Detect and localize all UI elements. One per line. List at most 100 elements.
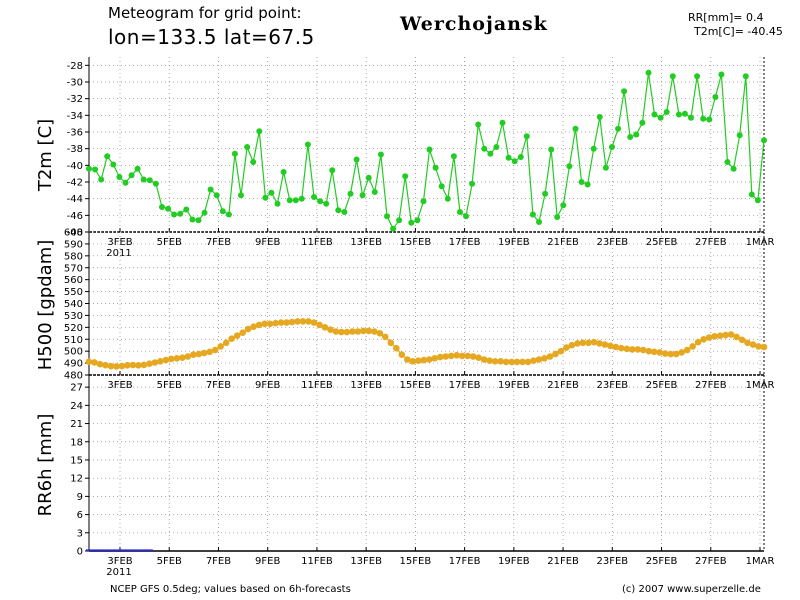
data-source-note: NCEP GFS 0.5deg; values based on 6h-fore… xyxy=(110,584,351,595)
t2m-point xyxy=(639,119,646,126)
t2m-point xyxy=(134,165,141,172)
t2m-point xyxy=(244,144,251,150)
x-tick-label: 27FEB xyxy=(695,556,727,567)
h500-point xyxy=(755,343,762,350)
h500-point xyxy=(310,319,318,326)
h500-point xyxy=(332,328,340,335)
t2m-point xyxy=(341,209,348,215)
y-tick-label: 24 xyxy=(70,401,83,412)
h500-point xyxy=(442,353,450,360)
h500-point xyxy=(91,359,98,366)
t2m-point xyxy=(463,213,469,220)
h500-point xyxy=(228,335,235,343)
rr6h-bar xyxy=(98,549,105,551)
t2m-point xyxy=(609,144,615,150)
h500-point xyxy=(618,344,625,352)
h500-point xyxy=(124,362,131,369)
y-tick-label: 15 xyxy=(70,455,83,466)
y-tick-label: 500 xyxy=(64,347,83,358)
h500-point xyxy=(508,358,515,366)
t2m-point xyxy=(754,197,761,204)
x-tick-label: 11FEB xyxy=(301,237,333,248)
t2m-point xyxy=(98,176,105,183)
h500-point xyxy=(244,325,252,333)
h500-point xyxy=(744,339,751,347)
h500-point xyxy=(266,320,274,328)
t2m-point xyxy=(311,194,317,200)
t2m-point xyxy=(280,169,287,175)
x-tick-label: 11FEB xyxy=(301,556,333,567)
t2m-point xyxy=(86,165,92,172)
t2m-point xyxy=(645,69,652,76)
t2m-point xyxy=(159,204,165,210)
t2m-point xyxy=(390,225,397,232)
x-tick-label: 1MAR xyxy=(746,237,775,248)
t2m-point xyxy=(475,121,482,128)
t2m-point xyxy=(706,116,713,123)
t2m-point xyxy=(402,173,409,180)
x-year-label: 2011 xyxy=(106,248,131,259)
t2m-point xyxy=(110,161,117,168)
x-tick-label: 27FEB xyxy=(695,237,727,248)
t2m-point xyxy=(92,166,99,173)
y-tick-label: 21 xyxy=(70,419,83,430)
t2m-point xyxy=(219,208,226,215)
t2m-point xyxy=(529,211,536,218)
station-name: Werchojansk xyxy=(400,13,548,35)
t2m-point xyxy=(238,192,244,199)
x-tick-label: 21FEB xyxy=(547,556,579,567)
x-tick-label: 15FEB xyxy=(400,380,432,391)
h500-point xyxy=(612,343,620,351)
t2m-point xyxy=(657,114,664,121)
h500-point xyxy=(722,331,729,339)
h500-point xyxy=(535,356,543,363)
h500-point xyxy=(354,328,362,335)
h500-point xyxy=(206,348,213,356)
h500-point xyxy=(661,350,669,357)
t2m-point xyxy=(231,150,238,157)
h500-point xyxy=(541,355,548,362)
t2m-point xyxy=(177,210,184,217)
h500-point xyxy=(190,351,197,359)
t2m-point xyxy=(329,167,336,174)
h500-point xyxy=(568,341,576,349)
x-tick-label: 17FEB xyxy=(449,237,481,248)
t2m-point xyxy=(651,111,658,118)
h500-point xyxy=(458,352,466,360)
h500-point xyxy=(321,324,329,331)
t2m-point xyxy=(444,195,451,202)
y-tick-label: 580 xyxy=(64,251,83,262)
h500-point xyxy=(239,329,246,337)
h500-point xyxy=(360,327,367,335)
h500-axis-label: H500 [gpdam] xyxy=(35,240,56,371)
rr6h-bar xyxy=(146,549,153,551)
h500-point xyxy=(409,358,417,365)
h500-point xyxy=(629,346,636,353)
t2m-point xyxy=(718,71,725,78)
t2m-point xyxy=(542,190,549,197)
rr-current-value: RR[mm]= 0.4 xyxy=(688,11,764,24)
t2m-point xyxy=(487,150,494,157)
h500-point xyxy=(398,351,406,359)
y-tick-label: -28 xyxy=(67,61,83,72)
t2m-point xyxy=(213,192,220,199)
x-tick-label: 19FEB xyxy=(498,556,530,567)
x-tick-label: 23FEB xyxy=(596,556,628,567)
h500-point xyxy=(716,332,724,340)
t2m-point xyxy=(195,217,202,224)
h500-point xyxy=(129,361,137,369)
y-tick-label: 12 xyxy=(70,474,83,485)
t2m-point xyxy=(207,186,214,193)
x-tick-label: 7FEB xyxy=(206,237,231,248)
t2m-point xyxy=(523,133,530,140)
t2m-point xyxy=(408,219,415,226)
rr6h-bar xyxy=(128,549,135,551)
y-tick-label: 560 xyxy=(64,275,83,286)
y-tick-label: 590 xyxy=(64,239,83,250)
h500-point xyxy=(85,358,93,366)
h500-point xyxy=(415,357,422,365)
t2m-point xyxy=(560,202,567,209)
t2m-point xyxy=(274,200,281,207)
h500-point xyxy=(502,358,510,366)
t2m-line xyxy=(88,72,765,230)
